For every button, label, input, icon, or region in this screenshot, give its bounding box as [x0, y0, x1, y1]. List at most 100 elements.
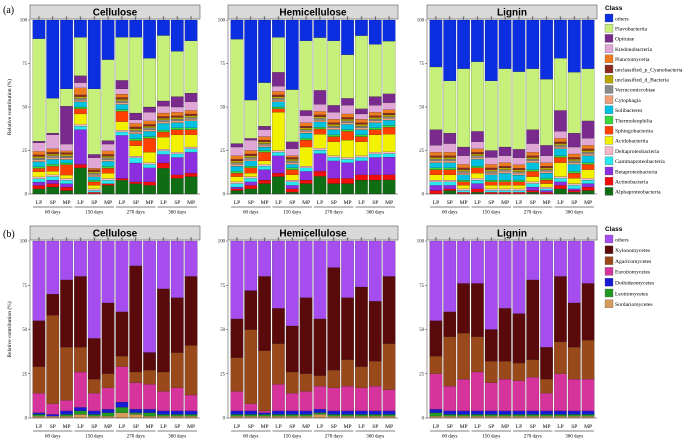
bar-segment	[129, 140, 143, 146]
bar-segment	[143, 120, 156, 125]
bar-segment	[87, 169, 101, 172]
bar-segment	[272, 99, 285, 102]
bar-segment	[184, 127, 198, 130]
bar-segment	[471, 157, 484, 160]
legend-label: Leotiomycetes	[615, 291, 648, 297]
y-tick-label: 75	[22, 284, 27, 289]
bar-segment	[540, 167, 553, 170]
bar-segment	[484, 382, 498, 411]
bar-segment	[157, 123, 170, 131]
bar-segment	[313, 90, 327, 105]
x-tick-label: MP	[385, 424, 393, 430]
bar-segment	[115, 88, 129, 95]
bar-segment	[143, 412, 156, 417]
bar-segment	[341, 98, 354, 106]
bar-segment	[157, 162, 170, 169]
bar-segment	[457, 414, 470, 417]
bar-segment	[230, 162, 244, 165]
bar-segment	[313, 128, 327, 135]
bar-segment	[285, 240, 299, 327]
bar-segment	[74, 113, 87, 125]
bar-segment	[313, 116, 327, 119]
bar-segment	[60, 19, 73, 89]
bar-segment	[299, 127, 313, 130]
bar-segment	[554, 157, 567, 163]
y-axis-title: Relative contribution (%)	[6, 79, 13, 135]
x-tick-label: MP	[584, 424, 592, 430]
bar-segment	[355, 35, 368, 109]
bar-segment	[341, 129, 354, 132]
bar-segment	[244, 240, 258, 291]
bar-segment	[581, 414, 595, 417]
bar-segment	[60, 162, 73, 165]
bar-segment	[484, 157, 498, 165]
bar-segment	[115, 121, 129, 131]
bar-segment	[429, 157, 443, 160]
bar-segment	[313, 121, 327, 128]
bar-segment	[382, 19, 396, 42]
bar-segment	[540, 192, 553, 195]
bar-segment	[244, 153, 258, 156]
bar-segment	[244, 173, 258, 177]
bar-segment	[184, 394, 198, 411]
x-tick-label: SP	[248, 200, 254, 206]
x-tick-label: SP	[289, 424, 295, 430]
bar-segment	[471, 152, 484, 155]
bar-segment	[512, 192, 526, 195]
bar-segment	[285, 164, 299, 168]
bar-segment	[313, 176, 327, 195]
bar-segment	[101, 161, 115, 167]
bar-segment	[115, 178, 129, 181]
bar-segment	[285, 416, 299, 419]
bar-segment	[184, 414, 198, 417]
bar-segment	[457, 332, 470, 380]
bar-segment	[244, 157, 258, 160]
bar-segment	[484, 167, 498, 170]
bar-segment	[457, 164, 470, 168]
bar-segment	[554, 148, 567, 156]
bar-segment	[299, 110, 313, 116]
bar-segment	[471, 153, 484, 156]
bar-segment	[443, 181, 457, 186]
bar-segment	[512, 169, 526, 172]
bar-segment	[115, 180, 129, 195]
bar-segment	[244, 150, 258, 155]
bar-segment	[285, 159, 299, 162]
bar-segment	[355, 387, 368, 411]
bar-segment	[471, 336, 484, 373]
bar-segment	[285, 393, 299, 411]
x-tick-label: MP	[344, 424, 352, 430]
bar-segment	[471, 183, 484, 189]
bar-segment	[115, 240, 129, 312]
bar-segment	[46, 416, 60, 419]
bar-segment	[143, 167, 156, 182]
bar-segment	[258, 19, 271, 83]
bar-segment	[170, 119, 184, 121]
bar-segment	[512, 71, 526, 150]
bar-segment	[230, 410, 244, 415]
bar-segment	[285, 325, 299, 373]
bar-segment	[567, 185, 581, 189]
bar-segment	[471, 371, 484, 411]
bar-segment	[526, 186, 540, 191]
x-tick-label: LP	[358, 200, 364, 206]
bar-segment	[60, 400, 73, 411]
bar-segment	[115, 111, 129, 122]
bar-segment	[368, 180, 382, 195]
bar-segment	[498, 167, 512, 170]
group-label: 60 days	[442, 211, 457, 216]
y-axis-title: Relative contribution (%)	[6, 301, 13, 357]
bar-segment	[170, 416, 184, 419]
bar-segment	[540, 188, 553, 191]
bar-segment	[554, 240, 567, 277]
bar-segment	[258, 183, 271, 195]
bar-segment	[457, 190, 470, 193]
group-label: 150 days	[482, 211, 500, 216]
bar-segment	[170, 153, 184, 158]
bar-segment	[129, 138, 143, 141]
bar-segment	[129, 19, 143, 38]
bar-segment	[32, 185, 46, 189]
bar-segment	[484, 329, 498, 362]
bar-segment	[512, 171, 526, 174]
bar-segment	[581, 138, 595, 146]
